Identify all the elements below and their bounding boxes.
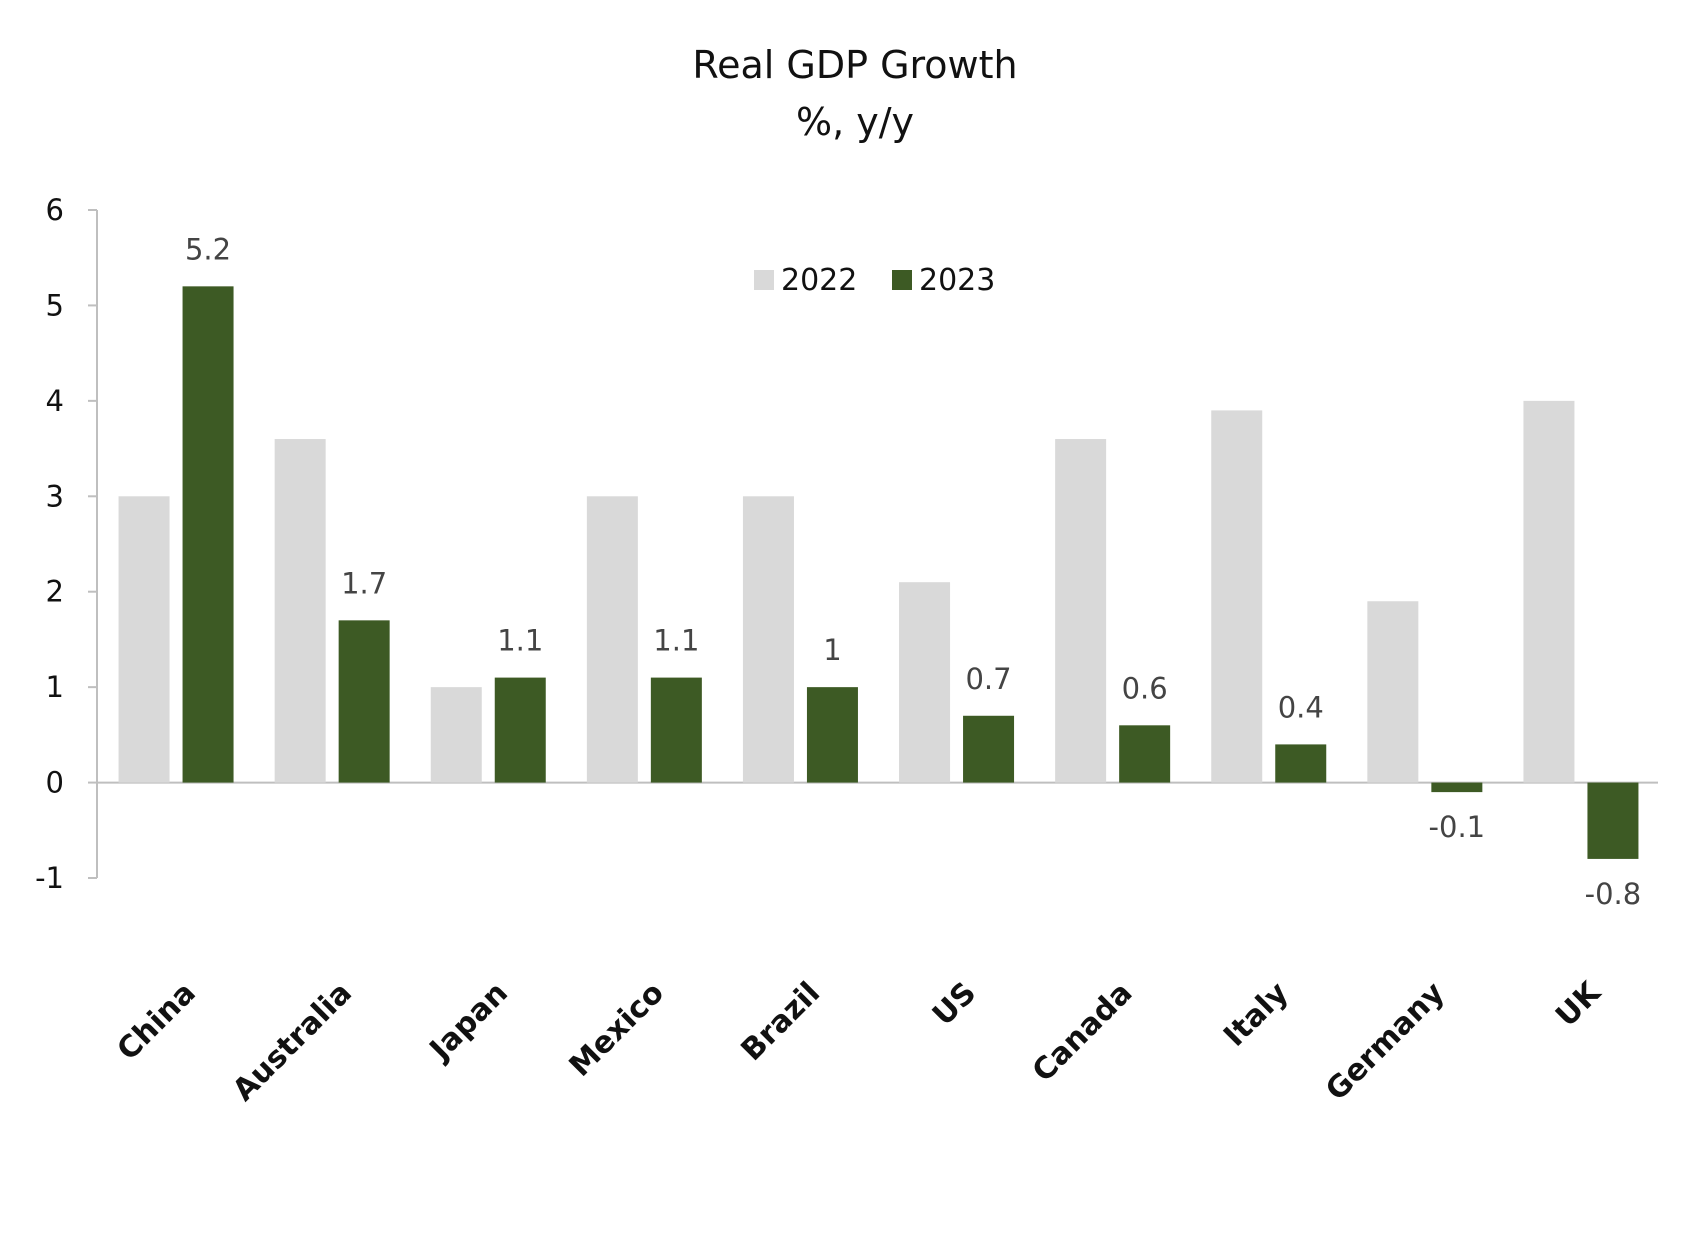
legend-label-2023: 2023 (919, 263, 995, 298)
y-tick-label: 1 (46, 670, 64, 704)
data-label: 5.2 (185, 232, 231, 266)
x-tick-label: Mexico (563, 975, 671, 1083)
bar-2023-italy (1275, 744, 1327, 783)
y-tick-label: 2 (46, 575, 64, 609)
x-tick-label: Canada (1026, 975, 1140, 1089)
x-tick-label: Germany (1319, 975, 1452, 1108)
chart-subtitle: %, y/y (796, 100, 914, 144)
bars (118, 286, 1639, 859)
y-tick-label: 6 (46, 193, 64, 227)
bar-2022-australia (274, 439, 326, 783)
x-tick-label: Brazil (735, 975, 828, 1068)
data-label: 1 (823, 633, 841, 667)
legend: 2022 2023 (754, 263, 995, 298)
y-tick-label: 3 (46, 479, 64, 513)
x-tick-label: Australia (226, 975, 359, 1108)
bar-2023-brazil (806, 687, 858, 783)
bar-2022-uk (1523, 400, 1575, 783)
bar-2023-canada (1119, 725, 1171, 783)
bar-2023-uk (1587, 782, 1639, 859)
bar-2022-us (899, 582, 951, 783)
y-tick-label: 5 (46, 288, 64, 322)
data-label: 1.7 (341, 566, 387, 600)
bar-2023-china (182, 286, 234, 783)
data-label: 0.6 (1122, 671, 1168, 705)
chart-title: Real GDP Growth (692, 43, 1017, 87)
legend-swatch-2023 (892, 270, 912, 290)
bar-2023-japan (494, 677, 546, 783)
y-tick-label: -1 (35, 861, 64, 895)
data-label: 0.7 (965, 662, 1011, 696)
bar-2023-us (963, 715, 1015, 783)
bar-2023-germany (1431, 782, 1483, 793)
data-label: 1.1 (653, 624, 699, 658)
data-label: 0.4 (1278, 690, 1324, 724)
x-tick-label: Italy (1217, 975, 1296, 1054)
bar-2022-italy (1211, 410, 1263, 783)
bar-2022-brazil (742, 496, 794, 783)
y-tick-label: 0 (46, 766, 64, 800)
legend-swatch-2022 (754, 270, 774, 290)
bar-2022-germany (1367, 601, 1419, 783)
bar-2023-mexico (650, 677, 702, 783)
x-tick-label: UK (1549, 974, 1609, 1034)
bar-2023-australia (338, 620, 390, 783)
bar-2022-canada (1055, 439, 1107, 783)
x-tick-label: US (926, 975, 983, 1032)
x-tick-label: China (111, 975, 203, 1067)
data-labels: 5.2 1.7 1.1 1.1 1 0.7 0.6 0.4 -0.1 -0.8 (185, 232, 1641, 911)
legend-label-2022: 2022 (781, 263, 857, 298)
bar-2022-mexico (586, 496, 638, 783)
data-label: -0.1 (1429, 810, 1486, 844)
bar-2022-china (118, 496, 170, 783)
bar-2022-japan (430, 687, 482, 783)
data-label: -0.8 (1585, 877, 1642, 911)
y-tick-label: 4 (46, 384, 64, 418)
x-tick-label: Japan (422, 975, 515, 1068)
data-label: 1.1 (497, 624, 543, 658)
